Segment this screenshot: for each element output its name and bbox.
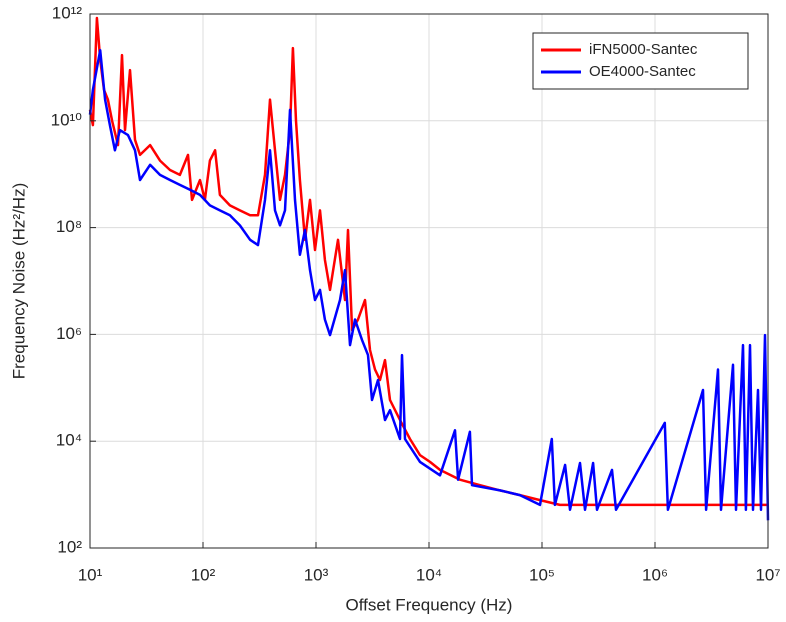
x-tick-label: 10⁶ (642, 565, 668, 584)
plot-layer (88, 16, 770, 521)
x-tick-label: 10⁴ (416, 565, 442, 584)
legend-box (532, 32, 749, 90)
y-tick-label: 10¹² (52, 3, 83, 22)
y-tick-label: 10⁴ (56, 431, 82, 450)
legend-label: OE4000-Santec (589, 63, 696, 80)
series-line (88, 48, 770, 521)
x-tick-label: 10¹ (78, 565, 103, 584)
y-tick-label: 10¹⁰ (51, 110, 83, 129)
x-axis-label: Offset Frequency (Hz) (346, 595, 513, 614)
y-tick-label: 10⁸ (56, 217, 82, 236)
y-axis-label: Frequency Noise (Hz²/Hz) (9, 183, 28, 380)
x-tick-label: 10³ (304, 565, 329, 584)
series-line (88, 16, 768, 507)
x-tick-label: 10⁵ (529, 565, 555, 584)
y-tick-label: 10⁶ (56, 324, 82, 343)
x-tick-label: 10² (191, 565, 216, 584)
legend-label: iFN5000-Santec (589, 41, 698, 58)
x-tick-label: 10⁷ (755, 565, 780, 584)
legend: iFN5000-Santec OE4000-Santec (532, 32, 749, 90)
y-tick-label: 10² (57, 537, 82, 556)
